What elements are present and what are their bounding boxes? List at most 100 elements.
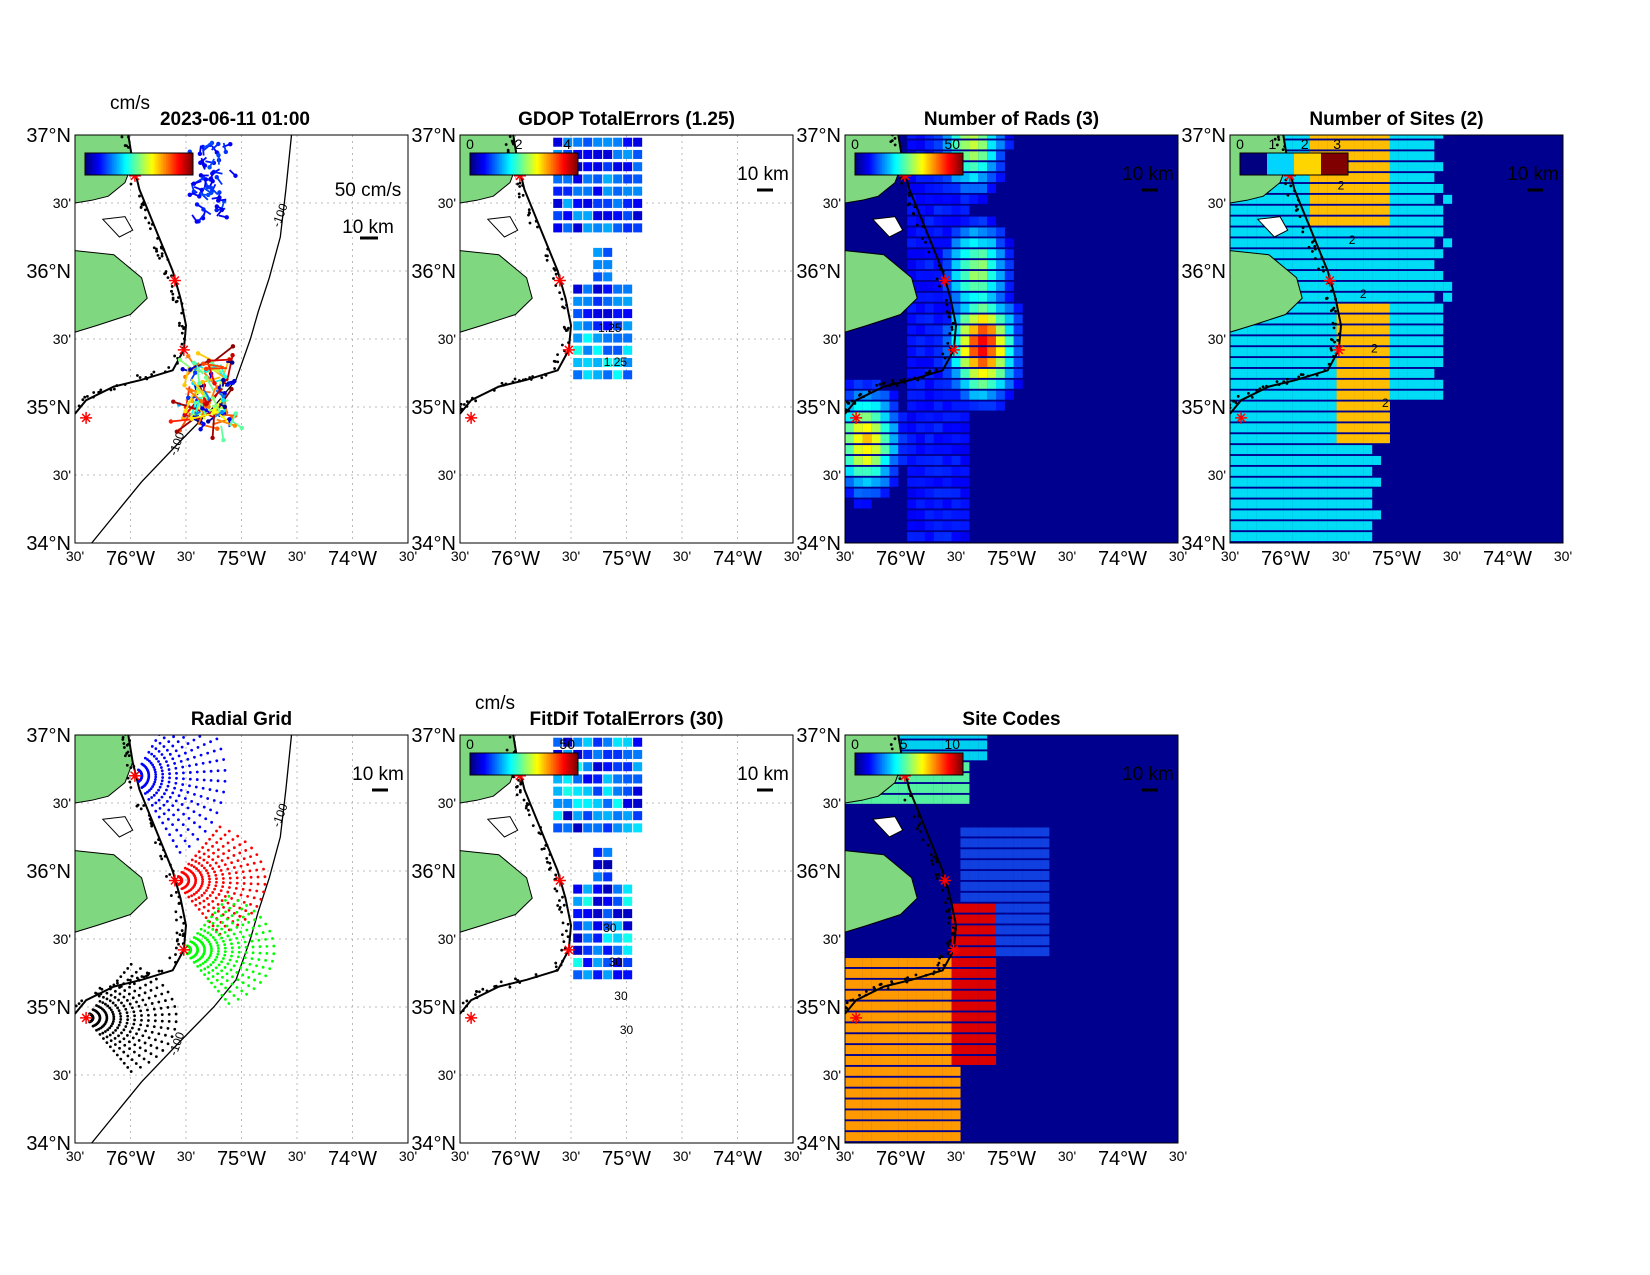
grid-cell bbox=[995, 401, 1005, 411]
grid-cell bbox=[907, 260, 917, 270]
radial-grid-point bbox=[195, 891, 198, 894]
grid-cell bbox=[1013, 849, 1023, 859]
colorbar-swatch bbox=[118, 153, 121, 175]
radial-grid-point bbox=[161, 727, 164, 730]
grid-cell bbox=[933, 488, 943, 498]
vector-head bbox=[177, 357, 183, 363]
grid-cell bbox=[942, 1045, 952, 1055]
colorbar-swatch bbox=[498, 753, 501, 775]
coast-dot bbox=[72, 402, 75, 405]
radial-grid-point bbox=[204, 842, 208, 845]
colorbar-swatch bbox=[90, 153, 93, 175]
colorbar-swatch bbox=[882, 153, 885, 175]
colorbar-tick-label: 2 bbox=[1301, 136, 1309, 152]
grid-cell bbox=[1327, 412, 1337, 422]
coast-dot bbox=[526, 803, 530, 806]
lat-tick-label: 37°N bbox=[411, 125, 456, 147]
grid-cell bbox=[942, 735, 952, 739]
grid-cell bbox=[978, 390, 988, 400]
grid-cell bbox=[1256, 445, 1266, 455]
coast-dot bbox=[138, 376, 142, 379]
grid-cell bbox=[1247, 499, 1257, 509]
coast-dot bbox=[908, 191, 911, 194]
lon-tick-label: 76°W bbox=[876, 1148, 925, 1170]
coast-dot bbox=[562, 903, 566, 907]
grid-cell bbox=[853, 1012, 863, 1022]
grid-cell bbox=[933, 532, 943, 542]
map-area: -100-100 bbox=[75, 727, 408, 1143]
coast-dot bbox=[138, 194, 141, 198]
grid-cell bbox=[942, 140, 952, 150]
grid-cell bbox=[633, 186, 643, 196]
radial-grid-point bbox=[209, 933, 213, 937]
grid-cell bbox=[1283, 260, 1293, 270]
grid-cell bbox=[1318, 249, 1328, 259]
grid-cell bbox=[593, 774, 603, 784]
vector-head bbox=[195, 351, 201, 356]
grid-cell bbox=[1372, 140, 1382, 150]
grid-cell bbox=[871, 434, 881, 444]
grid-cell bbox=[1004, 849, 1014, 859]
grid-cell bbox=[1407, 281, 1417, 291]
colorbar-frame bbox=[469, 152, 579, 176]
grid-cell bbox=[1336, 488, 1346, 498]
grid-cell bbox=[573, 211, 583, 221]
grid-cell bbox=[1301, 401, 1311, 411]
grid-cell bbox=[1013, 827, 1023, 837]
grid-cell bbox=[1336, 271, 1346, 280]
radial-grid-point bbox=[101, 1031, 105, 1035]
grid-cell bbox=[1398, 227, 1408, 237]
colorbar-swatch bbox=[144, 153, 147, 175]
grid-cell bbox=[933, 783, 943, 793]
coast-dot bbox=[128, 978, 132, 982]
grid-cell bbox=[951, 794, 961, 804]
grid-cell bbox=[1283, 434, 1293, 444]
grid-cell bbox=[593, 137, 603, 147]
radial-grid-point bbox=[147, 750, 151, 754]
coast-dot bbox=[517, 195, 521, 199]
radial-grid-point bbox=[255, 889, 259, 893]
radial-grid-point bbox=[228, 881, 232, 885]
radial-grid-point bbox=[153, 778, 157, 781]
grid-cell bbox=[1389, 260, 1399, 270]
colorbar-tick-label: 0 bbox=[466, 136, 474, 152]
grid-cell bbox=[853, 488, 863, 498]
radial-grid-point bbox=[211, 927, 215, 931]
radial-grid-point bbox=[173, 1027, 177, 1031]
radial-grid-point bbox=[230, 946, 234, 950]
radial-grid-point bbox=[238, 914, 242, 918]
grid-cell bbox=[1345, 194, 1355, 204]
grid-cell bbox=[1345, 499, 1355, 509]
grid-cell bbox=[1283, 488, 1293, 498]
grid-cell bbox=[1301, 390, 1311, 400]
coast-dot bbox=[927, 250, 931, 254]
radial-grid-point bbox=[248, 934, 252, 937]
site-marker bbox=[1235, 411, 1248, 424]
grid-cell bbox=[951, 281, 961, 291]
grid-cell bbox=[1363, 162, 1373, 172]
coast-dot bbox=[918, 830, 922, 833]
grid-cell bbox=[1283, 238, 1293, 248]
grid-cell bbox=[593, 223, 603, 233]
radial-grid-point bbox=[200, 882, 204, 886]
grid-cell bbox=[1425, 194, 1435, 204]
coast-dot bbox=[935, 860, 939, 864]
grid-cell bbox=[1372, 412, 1382, 422]
grid-cell bbox=[916, 412, 926, 422]
grid-cell bbox=[898, 1055, 908, 1065]
grid-cell bbox=[995, 390, 1005, 400]
radial-grid-point bbox=[237, 950, 241, 954]
radial-grid-point bbox=[221, 921, 224, 924]
lat-tick-label: 30' bbox=[438, 467, 456, 483]
coast-dot bbox=[499, 980, 503, 984]
grid-cell bbox=[613, 296, 623, 306]
grid-cell bbox=[942, 216, 952, 226]
grid-cell bbox=[1345, 445, 1355, 455]
vector-head bbox=[216, 198, 221, 203]
grid-cell bbox=[1301, 135, 1311, 139]
grid-cell bbox=[916, 238, 926, 248]
grid-cell bbox=[1434, 314, 1444, 324]
vector-head bbox=[216, 153, 221, 158]
grid-cell bbox=[916, 455, 926, 465]
coast-dot bbox=[916, 378, 920, 382]
